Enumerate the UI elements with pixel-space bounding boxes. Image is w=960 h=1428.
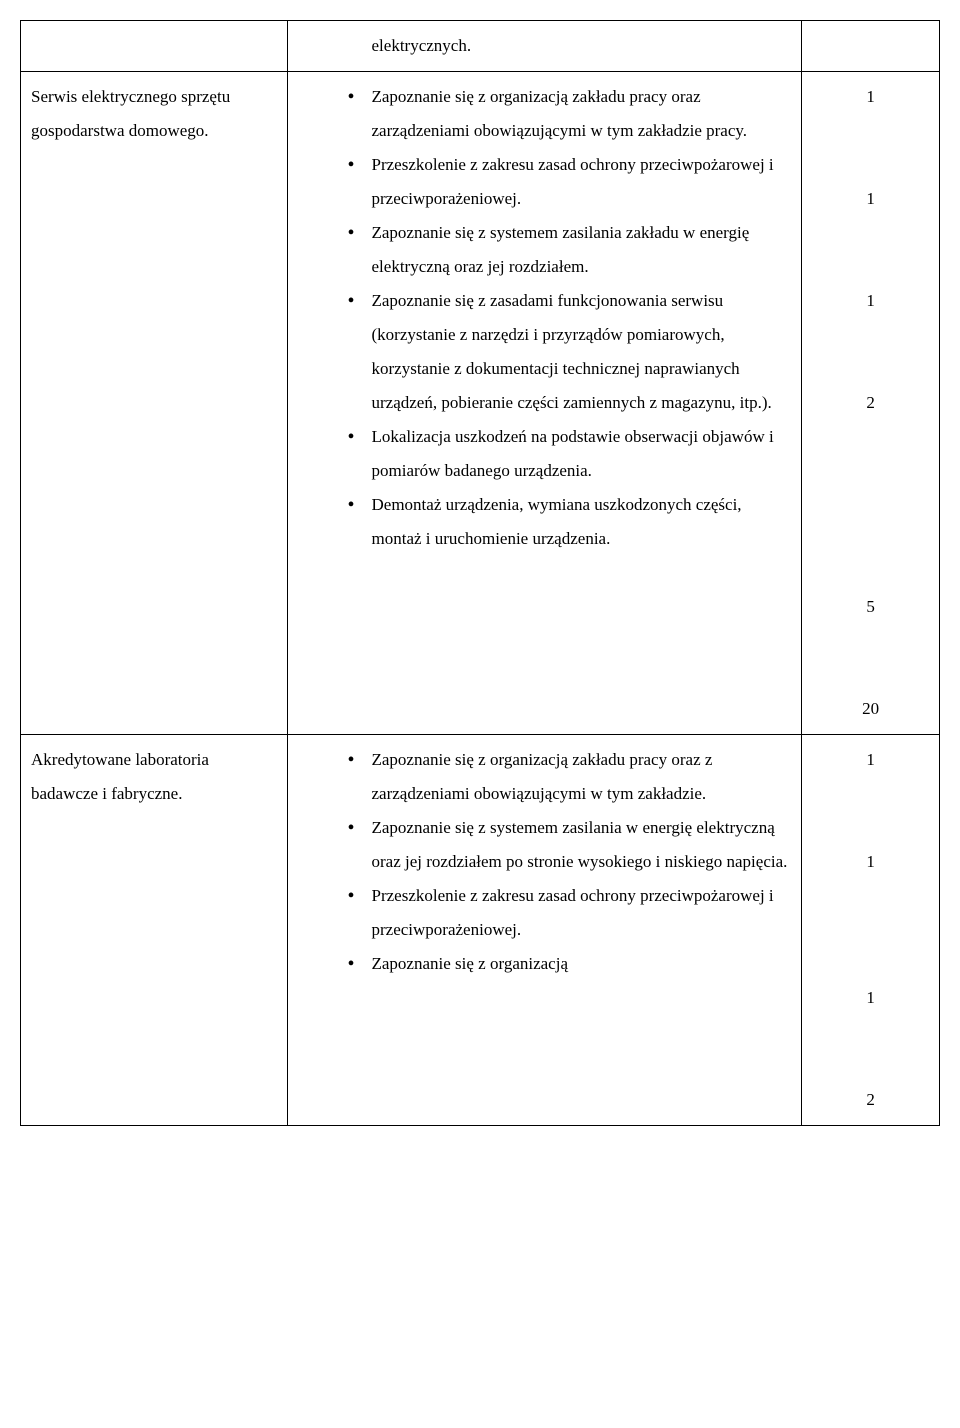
spacer	[812, 811, 929, 845]
spacer	[812, 658, 929, 692]
spacer	[812, 1015, 929, 1049]
spacer	[812, 777, 929, 811]
hours-value: 1	[812, 284, 929, 318]
spacer	[812, 114, 929, 148]
hours-cell	[802, 21, 940, 72]
spacer	[812, 1049, 929, 1083]
list-item: Zapoznanie się z organizacją zakładu pra…	[348, 743, 792, 811]
hours-value: 2	[812, 386, 929, 420]
hours-value: 1	[812, 845, 929, 879]
content-table: elektrycznych. Serwis elektrycznego sprzę…	[20, 20, 940, 1126]
list-item: Przeszkolenie z zakresu zasad ochrony pr…	[348, 148, 792, 216]
list-item: Zapoznanie się z systemem zasilania w en…	[348, 811, 792, 879]
hours-value: 20	[812, 692, 929, 726]
spacer	[812, 913, 929, 947]
content-cell: Zapoznanie się z organizacją zakładu pra…	[287, 72, 802, 735]
topic-cell: Serwis elektrycznego sprzętu gospodarstw…	[21, 72, 288, 735]
table-row: Serwis elektrycznego sprzętu gospodarstw…	[21, 72, 940, 735]
spacer	[812, 318, 929, 352]
list-item: Lokalizacja uszkodzeń na podstawie obser…	[348, 420, 792, 488]
hours-value: 1	[812, 80, 929, 114]
table-row: Akredytowane laboratoria badawcze i fabr…	[21, 735, 940, 1126]
spacer	[812, 216, 929, 250]
spacer	[812, 454, 929, 488]
table-row: elektrycznych.	[21, 21, 940, 72]
list-item: Zapoznanie się z systemem zasilania zakł…	[348, 216, 792, 284]
list-item: Zapoznanie się z organizacją zakładu pra…	[348, 80, 792, 148]
list-item: Demontaż urządzenia, wymiana uszkodzonyc…	[348, 488, 792, 556]
spacer	[812, 420, 929, 454]
content-cell: elektrycznych.	[287, 21, 802, 72]
spacer	[812, 556, 929, 590]
hours-value: 5	[812, 590, 929, 624]
content-cell: Zapoznanie się z organizacją zakładu pra…	[287, 735, 802, 1126]
spacer	[812, 624, 929, 658]
spacer	[812, 488, 929, 522]
topic-cell: Akredytowane laboratoria badawcze i fabr…	[21, 735, 288, 1126]
spacer	[812, 522, 929, 556]
hours-cell: 1 1 1 2 5 20	[802, 72, 940, 735]
spacer	[812, 250, 929, 284]
spacer	[812, 879, 929, 913]
hours-cell: 1 1 1 2	[802, 735, 940, 1126]
hours-value: 1	[812, 981, 929, 1015]
continuation-text: elektrycznych.	[298, 29, 792, 63]
spacer	[812, 148, 929, 182]
topic-cell	[21, 21, 288, 72]
list-item: Przeszkolenie z zakresu zasad ochrony pr…	[348, 879, 792, 947]
hours-value: 1	[812, 743, 929, 777]
bullet-list: Zapoznanie się z organizacją zakładu pra…	[298, 743, 792, 981]
bullet-list: Zapoznanie się z organizacją zakładu pra…	[298, 80, 792, 556]
hours-value: 1	[812, 182, 929, 216]
spacer	[812, 947, 929, 981]
list-item: Zapoznanie się z organizacją	[348, 947, 792, 981]
spacer	[812, 352, 929, 386]
list-item: Zapoznanie się z zasadami funkcjonowania…	[348, 284, 792, 420]
hours-value: 2	[812, 1083, 929, 1117]
